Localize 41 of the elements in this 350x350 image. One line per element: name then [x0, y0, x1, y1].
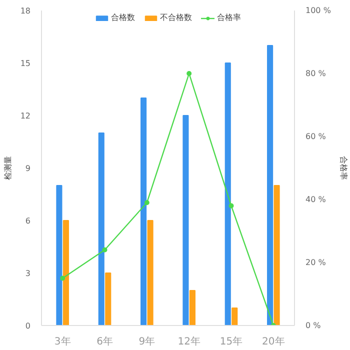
bar: [147, 220, 154, 326]
x-tick-label: 20年: [262, 336, 285, 348]
x-tick-label: 6年: [96, 336, 113, 348]
y2-tick-label: 60 %: [306, 132, 326, 141]
y2-tick-label: 0 %: [306, 321, 322, 330]
bar: [182, 115, 189, 326]
y-tick-label: 0: [25, 322, 31, 330]
y-tick-label: 18: [20, 6, 31, 16]
bar: [267, 45, 274, 326]
point: [102, 247, 108, 252]
y-axis-title: 检测量: [3, 156, 12, 180]
bar: [224, 62, 231, 326]
y-tick-label: 15: [20, 59, 31, 68]
y-tick-label: 3: [25, 269, 31, 278]
legend-label: 合格数: [111, 12, 135, 23]
point: [144, 200, 150, 206]
bar: [62, 220, 69, 326]
y-tick-label: 12: [20, 112, 31, 120]
bar: [232, 308, 238, 326]
legend-label: 合格率: [217, 12, 241, 23]
point: [60, 276, 66, 281]
bar: [189, 290, 196, 326]
x-tick-label: 9年: [138, 336, 156, 348]
y-tick-label: 6: [25, 216, 31, 226]
legend-label: 不合格数: [160, 12, 192, 23]
bar: [98, 132, 104, 326]
x-tick-label: 12年: [178, 336, 200, 348]
bar: [274, 185, 280, 326]
point: [228, 203, 234, 208]
y2-axis-title: 合格率: [338, 156, 348, 180]
bar: [56, 185, 62, 326]
bar: [105, 272, 112, 326]
x-tick-label: 15年: [220, 336, 243, 348]
y2-tick-label: 100 %: [306, 6, 332, 15]
bar: [140, 98, 147, 326]
y-tick-label: 9: [25, 164, 31, 173]
y2-tick-label: 40 %: [306, 195, 326, 204]
y2-tick-label: 80 %: [306, 69, 326, 78]
y2-tick-label: 20 %: [306, 258, 326, 267]
x-tick-label: 3年: [54, 336, 71, 348]
point: [186, 71, 192, 76]
